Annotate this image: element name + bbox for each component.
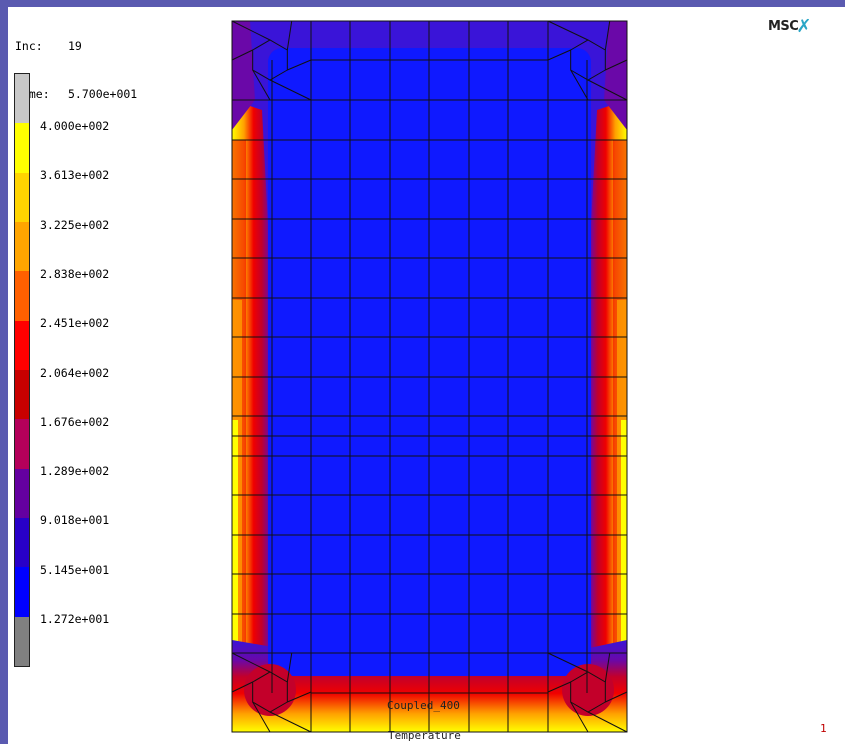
mesh-hole-spoke: [231, 681, 253, 693]
legend-label: 2.451e+002: [40, 316, 110, 331]
mesh-hole-spoke: [252, 701, 271, 733]
mesh-hole-spoke: [231, 49, 253, 61]
mesh-hole-spoke: [570, 69, 589, 101]
mesh-hole-spoke: [587, 711, 628, 733]
field-corner-hotspot: [244, 664, 296, 716]
legend-label: 1.676e+002: [40, 414, 110, 429]
mesh-hole-spoke: [286, 20, 293, 51]
color-legend-bar: [14, 73, 30, 667]
legend-swatch: [15, 74, 29, 124]
legend-swatch: [15, 320, 29, 370]
field-left-edge-yellow: [232, 420, 238, 720]
msc-logo: MSC✗: [768, 14, 813, 37]
legend-swatch: [15, 567, 29, 617]
mesh-hole-spoke: [286, 652, 293, 683]
legend-label: 1.272e+001: [40, 612, 110, 626]
mesh-hole-spoke: [604, 20, 611, 51]
legend-label: 9.018e+001: [40, 513, 110, 528]
mesh-hole-spoke: [604, 652, 611, 683]
logo-swoosh-icon: ✗: [796, 16, 811, 37]
mesh-hole-spoke: [547, 652, 589, 673]
increment-label: Inc:: [15, 39, 43, 53]
legend-label: 5.145e+001: [40, 562, 110, 577]
legend-swatch: [15, 369, 29, 420]
mesh-hole-spoke: [570, 701, 589, 733]
mesh-hole-spoke: [231, 20, 271, 41]
field-right-top: [604, 21, 627, 130]
legend-swatch: [15, 271, 29, 321]
legend-label: 2.838e+002: [40, 266, 110, 281]
mesh-hole-spoke: [587, 79, 628, 101]
mesh-hole-spoke: [547, 20, 589, 41]
legend-swatch: [15, 616, 29, 666]
legend-swatch: [15, 123, 29, 173]
field-right-edge-yellow: [621, 420, 627, 720]
legend-label: 3.225e+002: [40, 217, 110, 232]
mesh-hole-spoke: [269, 79, 312, 101]
mesh-hole-spoke: [287, 59, 312, 71]
legend-label: 3.613e+002: [40, 168, 110, 183]
mesh-hole-spoke: [605, 691, 628, 703]
legend-label: 1.289e+002: [40, 464, 110, 479]
legend-swatch: [15, 419, 29, 469]
increment-value: 19: [68, 39, 82, 53]
model-name: Coupled_400: [387, 699, 460, 712]
viewport-number: 1: [820, 722, 827, 735]
mesh-hole-spoke: [547, 49, 571, 61]
mesh-hole-spoke: [605, 59, 628, 71]
mesh-hole-spoke: [252, 69, 271, 101]
legend-swatch: [15, 172, 29, 222]
logo-text: MSC: [768, 19, 799, 34]
time-value: 5.700e+001: [68, 87, 138, 101]
mesh-border: [231, 20, 628, 733]
field-corner-hotspot: [562, 664, 614, 716]
legend-swatch: [15, 517, 29, 568]
mesh-hole-spoke: [287, 691, 312, 703]
field-left-top: [232, 21, 255, 130]
legend-label: 4.000e+002: [40, 119, 110, 133]
legend-swatch: [15, 468, 29, 518]
legend-label: 2.064e+002: [40, 365, 110, 380]
result-name: Temperature: [388, 729, 461, 742]
mesh-hole-spoke: [547, 681, 571, 693]
mesh-hole-spoke: [269, 711, 312, 733]
legend-swatch: [15, 221, 29, 272]
increment-info: Inc: 19 Time: 5.700e+001: [15, 6, 137, 118]
mesh-hole-spoke: [231, 652, 271, 673]
